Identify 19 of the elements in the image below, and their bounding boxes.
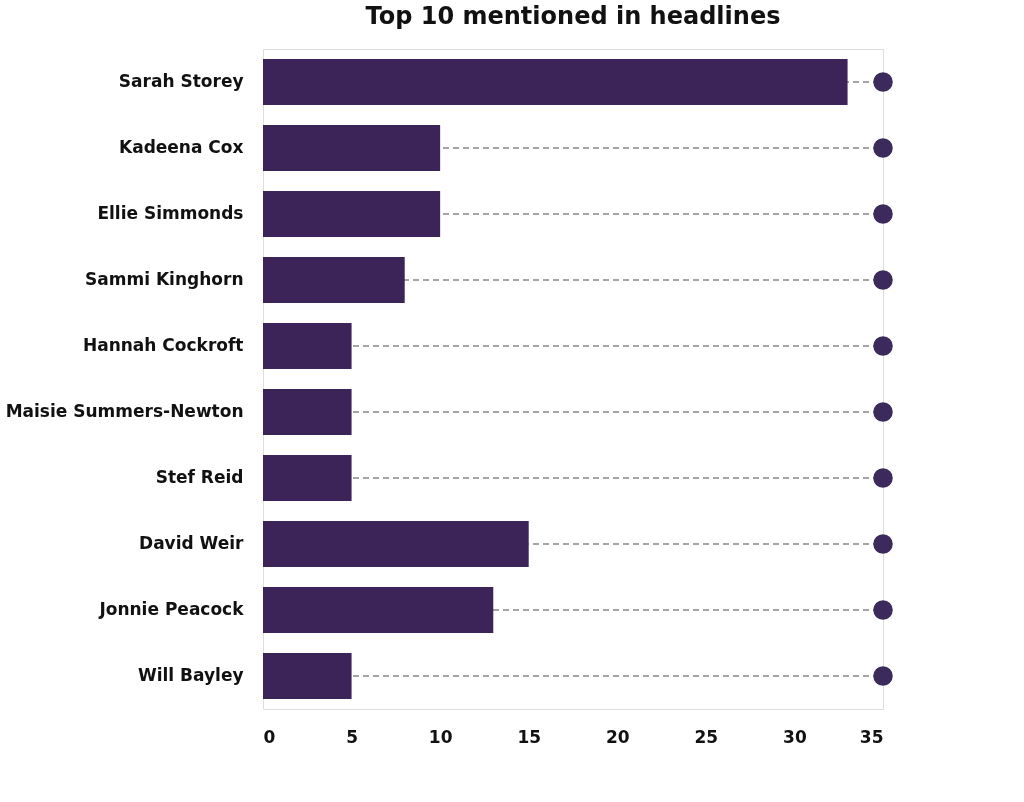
y-tick-label: Kadeena Cox [119,137,244,157]
y-tick-label: Jonnie Peacock [98,599,245,619]
y-tick-label: Stef Reid [155,467,244,487]
y-tick-label: Hannah Cockroft [82,335,244,355]
x-tick-label: 20 [605,726,630,747]
chart-title: Top 10 mentioned in headlines [365,2,781,30]
y-tick-label: Sammi Kinghorn [85,269,244,289]
x-tick-label: 30 [783,726,807,747]
x-tick-label: 0 [263,726,276,747]
y-tick-label: Ellie Simmonds [97,203,244,223]
x-tick-label: 10 [428,726,453,747]
y-tick-label: Sarah Storey [118,71,244,91]
x-tick-label: 5 [346,726,358,747]
y-tick-label: David Weir [139,533,245,553]
x-tick-label: 15 [517,726,542,747]
y-tick-label: Maisie Summers-Newton [5,401,244,421]
x-tick-label: 25 [694,726,719,747]
x-tick-label: 35 [859,726,884,747]
y-tick-label: Will Bayley [137,665,244,685]
